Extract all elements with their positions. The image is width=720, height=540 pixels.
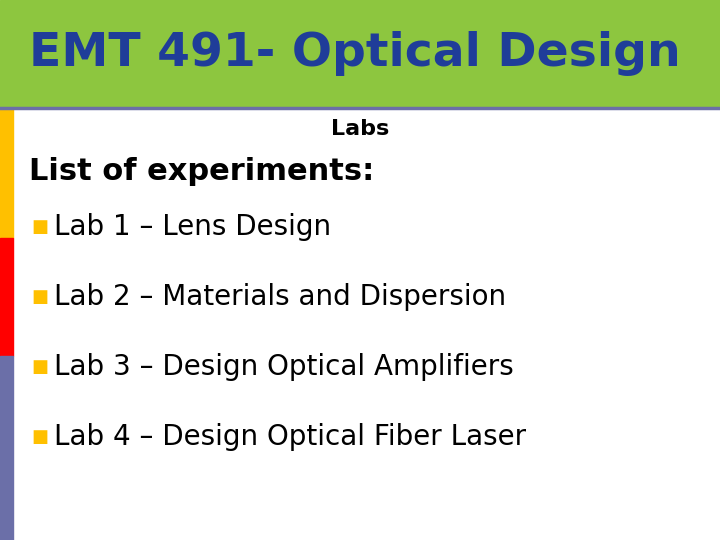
Bar — [0, 356, 13, 540]
Bar — [0, 0, 720, 108]
Text: Labs: Labs — [331, 119, 389, 139]
Text: Lab 2 – Materials and Dispersion: Lab 2 – Materials and Dispersion — [54, 283, 506, 311]
Text: List of experiments:: List of experiments: — [29, 157, 374, 186]
Text: Lab 3 – Design Optical Amplifiers: Lab 3 – Design Optical Amplifiers — [54, 353, 514, 381]
Bar — [0, 108, 13, 238]
Text: EMT 491- Optical Design: EMT 491- Optical Design — [29, 31, 680, 77]
Bar — [0, 238, 13, 356]
Text: Lab 1 – Lens Design: Lab 1 – Lens Design — [54, 213, 331, 241]
Text: ■: ■ — [31, 288, 48, 306]
Text: Lab 4 – Design Optical Fiber Laser: Lab 4 – Design Optical Fiber Laser — [54, 423, 526, 451]
Text: ■: ■ — [31, 218, 48, 236]
Text: ■: ■ — [31, 358, 48, 376]
Text: ■: ■ — [31, 428, 48, 447]
